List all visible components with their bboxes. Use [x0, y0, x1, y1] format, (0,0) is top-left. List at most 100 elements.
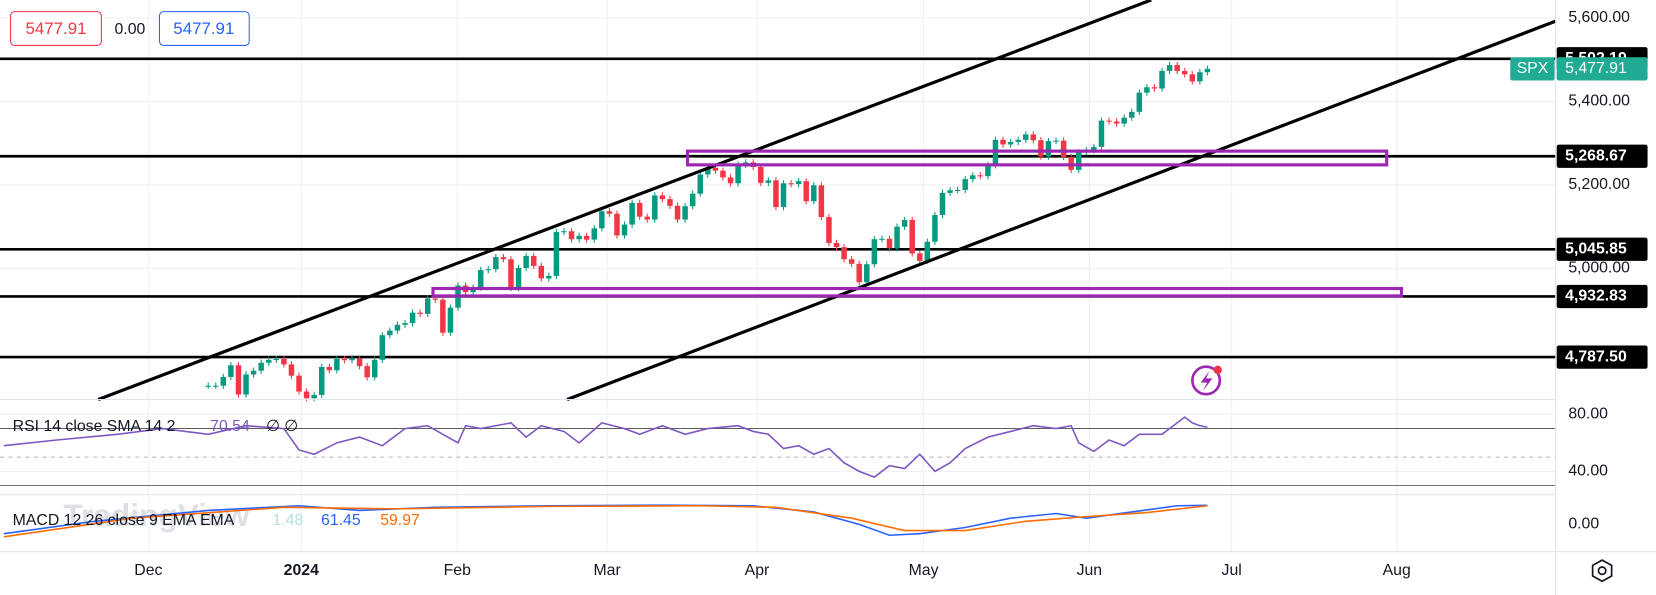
- candle: [568, 231, 575, 240]
- hex-center: [1597, 566, 1607, 576]
- candle: [939, 192, 946, 215]
- alert-ring: [1191, 365, 1222, 396]
- candle: [758, 166, 764, 183]
- rsi-title: RSI 14 close SMA 14 2: [13, 418, 176, 435]
- labels: Dec 2024 Feb Mar Apr May Jun Jul Aug 5,600.00 5,40…: [13, 9, 1648, 579]
- candle: [864, 264, 870, 283]
- macd-title: MACD 12 26 close 9 EMA EMA: [13, 512, 235, 529]
- candle: [697, 174, 703, 194]
- candle: [841, 247, 847, 260]
- candle: [599, 211, 605, 229]
- candle: [1038, 140, 1044, 157]
- candle: [644, 216, 650, 220]
- symbol-tag: [1510, 57, 1555, 81]
- rsi-tick-label: 80.00: [1568, 406, 1608, 423]
- level-tag: [1556, 284, 1648, 309]
- rsi-line: [3, 416, 1208, 478]
- x-tick-label: Dec: [134, 562, 162, 579]
- candle: [909, 219, 915, 254]
- candle: [205, 385, 211, 387]
- candle: [250, 370, 257, 375]
- candle: [795, 181, 802, 185]
- candle: [826, 217, 832, 243]
- candle: [341, 358, 348, 361]
- candle: [1121, 117, 1127, 124]
- candle: [326, 366, 333, 371]
- price-tag: [1556, 57, 1648, 81]
- candle: [735, 164, 741, 184]
- candle: [296, 375, 302, 392]
- candle: [288, 364, 295, 376]
- candle: [311, 394, 317, 399]
- settings-icon[interactable]: [1591, 559, 1613, 583]
- y-tick-label: 5,000.00: [1568, 260, 1630, 277]
- alert-icon[interactable]: [1191, 365, 1222, 396]
- x-tick-label: Jun: [1077, 562, 1103, 579]
- candle: [371, 359, 378, 378]
- x-tick-label: Apr: [745, 562, 770, 579]
- candle: [1128, 111, 1135, 118]
- buy-price: 5477.91: [173, 19, 234, 38]
- x-tick-label: Feb: [444, 562, 471, 579]
- candle: [1144, 87, 1150, 93]
- sell-button[interactable]: [10, 11, 102, 46]
- candle: [932, 214, 938, 242]
- candle: [583, 235, 590, 240]
- candle: [318, 366, 325, 395]
- candle: [1053, 140, 1059, 142]
- candle: [538, 265, 545, 279]
- macd-readout: 1.48: [272, 512, 303, 529]
- candle: [1166, 65, 1173, 71]
- zone-box: [685, 149, 1389, 167]
- candle: [220, 376, 227, 386]
- candle: [303, 391, 310, 399]
- macd-readout: 61.45: [321, 512, 361, 529]
- buy-button[interactable]: [158, 11, 250, 46]
- candle: [985, 165, 991, 177]
- candle: [720, 170, 726, 178]
- candle: [485, 269, 492, 271]
- bolt: [1200, 370, 1213, 392]
- candle: [818, 185, 825, 218]
- level-label: 5,268.67: [1565, 147, 1627, 164]
- x-tick-label: Mar: [593, 562, 621, 579]
- rsi-extra: ∅ ∅: [266, 418, 298, 435]
- spread: 0.00: [115, 21, 146, 38]
- candle: [970, 175, 976, 180]
- candle: [773, 180, 779, 208]
- candle: [667, 199, 673, 206]
- candle: [894, 226, 900, 249]
- candle: [954, 189, 961, 191]
- candle: [689, 193, 696, 207]
- candle: [500, 257, 507, 260]
- candle: [924, 241, 931, 261]
- candle: [387, 330, 393, 336]
- x-tick-label: Aug: [1383, 562, 1411, 579]
- macd-line: [3, 504, 1208, 538]
- candle: [1023, 134, 1029, 140]
- candle: [1159, 70, 1165, 89]
- candle: [591, 228, 598, 240]
- candle: [886, 238, 893, 249]
- candle: [409, 312, 416, 324]
- candle: [1113, 121, 1120, 124]
- candle: [1098, 120, 1105, 147]
- candle: [258, 362, 264, 371]
- candle: [682, 206, 688, 220]
- candle: [621, 224, 628, 236]
- candle: [402, 323, 408, 325]
- hexagon: [1591, 559, 1613, 583]
- candle: [228, 365, 234, 377]
- sell-price: 5477.91: [25, 19, 86, 38]
- candle: [379, 335, 386, 360]
- rsi-value: 70.54: [210, 418, 250, 435]
- candle: [856, 263, 862, 283]
- candle: [394, 324, 401, 331]
- y-tick-label: 5,600.00: [1568, 9, 1630, 26]
- candle: [1174, 65, 1180, 71]
- candle: [705, 167, 711, 175]
- candle: [576, 235, 582, 240]
- channel-upper: [97, 0, 1152, 401]
- candle: [440, 299, 446, 333]
- macd-readout: 59.97: [380, 512, 420, 529]
